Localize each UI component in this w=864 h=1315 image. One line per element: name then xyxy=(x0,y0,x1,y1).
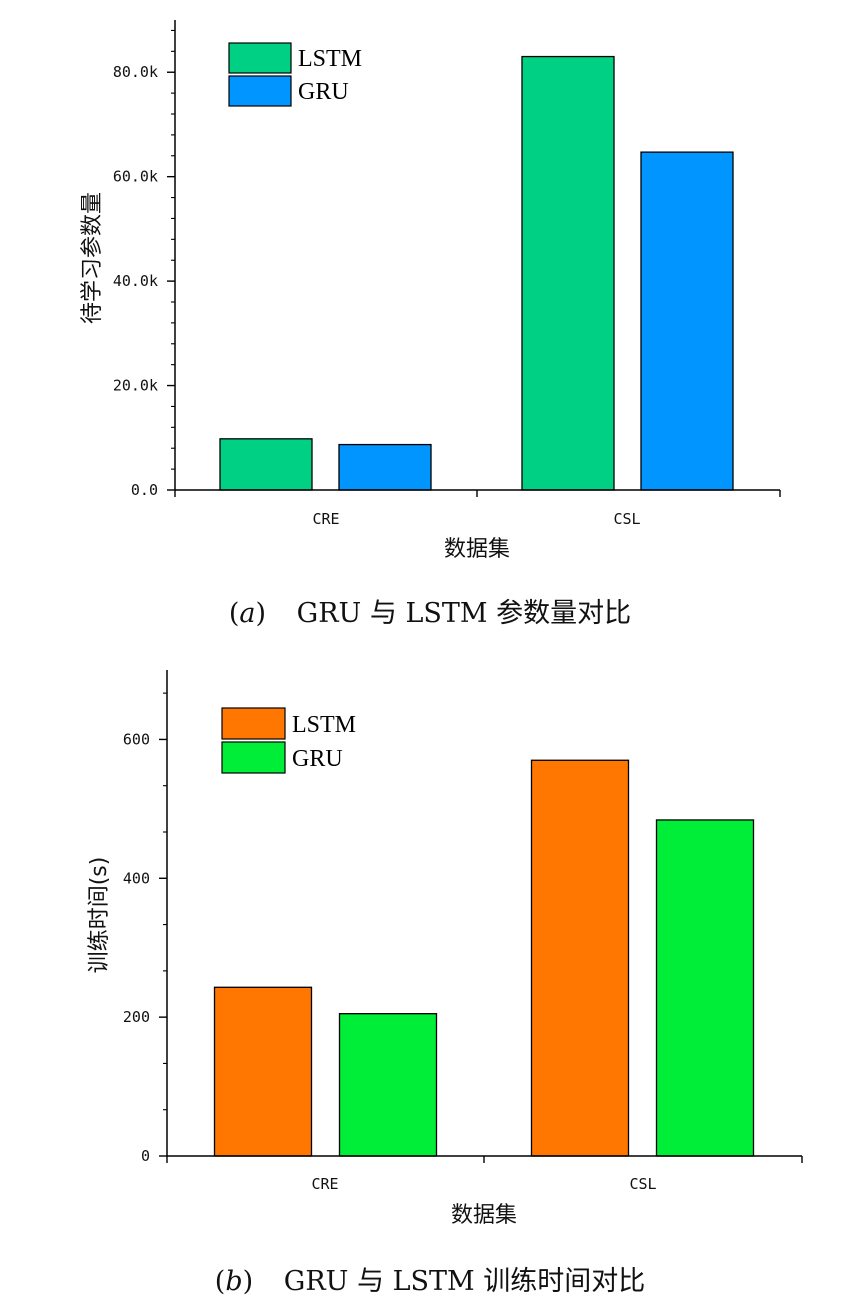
bar-gru-cre xyxy=(338,1013,438,1157)
chart-a-category-label-cre: CRE xyxy=(312,510,339,528)
chart-b-caption: (b) GRU 与 LSTM 训练时间对比 xyxy=(215,1266,645,1297)
chart-b-y-tick-label: 0 xyxy=(141,1147,150,1165)
chart-a-y-tick-label: 20.0k xyxy=(113,377,158,395)
chart-b-x-axis-title: 数据集 xyxy=(451,1203,517,1228)
chart-b-category-label-csl: CSL xyxy=(629,1175,656,1193)
legend-swatch-gru xyxy=(228,75,292,107)
chart-b-y-tick-label: 400 xyxy=(123,869,150,887)
chart-b-bars xyxy=(213,759,755,1157)
legend-swatch-gru xyxy=(221,741,286,774)
chart-a-y-axis-title: 待学习参数量 xyxy=(80,192,105,324)
chart-a-caption-letter: a xyxy=(239,598,255,629)
chart-a-y-tick-label: 60.0k xyxy=(113,168,158,186)
chart-b-y-axis-title: 训练时间(s) xyxy=(87,857,112,974)
bar-gru-csl xyxy=(655,819,755,1157)
chart-b-legend: LSTM GRU xyxy=(221,707,356,774)
legend-swatch-lstm xyxy=(228,42,292,74)
bar-gru-cre xyxy=(338,443,432,491)
bar-lstm-csl xyxy=(521,55,615,491)
chart-a-y-tick-label: 0.0 xyxy=(131,481,158,499)
legend-swatch-lstm xyxy=(221,707,286,740)
chart-a-caption-text: GRU 与 LSTM 参数量对比 xyxy=(297,598,631,629)
chart-a-y-tick-label: 40.0k xyxy=(113,272,158,290)
bar-lstm-csl xyxy=(530,759,630,1157)
chart-b-caption-text: GRU 与 LSTM 训练时间对比 xyxy=(284,1266,645,1297)
chart-a-legend: LSTM GRU xyxy=(228,42,362,107)
chart-b-category-label-cre: CRE xyxy=(311,1175,338,1193)
chart-a-bars xyxy=(219,55,734,491)
chart-a-y-tick-label: 80.0k xyxy=(113,63,158,81)
bar-gru-csl xyxy=(640,151,734,491)
legend-label-gru: GRU xyxy=(292,746,343,772)
bar-lstm-cre xyxy=(213,986,313,1157)
chart-a-x-axis-title: 数据集 xyxy=(444,537,510,562)
chart-b-caption-letter: b xyxy=(225,1266,242,1297)
chart-a-axes: 0.0 20.0k 40.0k 60.0k 80.0k xyxy=(113,20,781,499)
legend-label-lstm: LSTM xyxy=(298,46,362,72)
chart-a-caption: (a) GRU 与 LSTM 参数量对比 xyxy=(229,598,631,629)
chart-b-axes: 0 200 400 600 xyxy=(123,670,803,1165)
bar-lstm-cre xyxy=(219,438,313,491)
chart-a-category-label-csl: CSL xyxy=(613,510,640,528)
legend-label-gru: GRU xyxy=(298,79,349,105)
legend-label-lstm: LSTM xyxy=(292,712,356,738)
chart-b-y-tick-label: 200 xyxy=(123,1008,150,1026)
chart-b-y-tick-label: 600 xyxy=(123,730,150,748)
